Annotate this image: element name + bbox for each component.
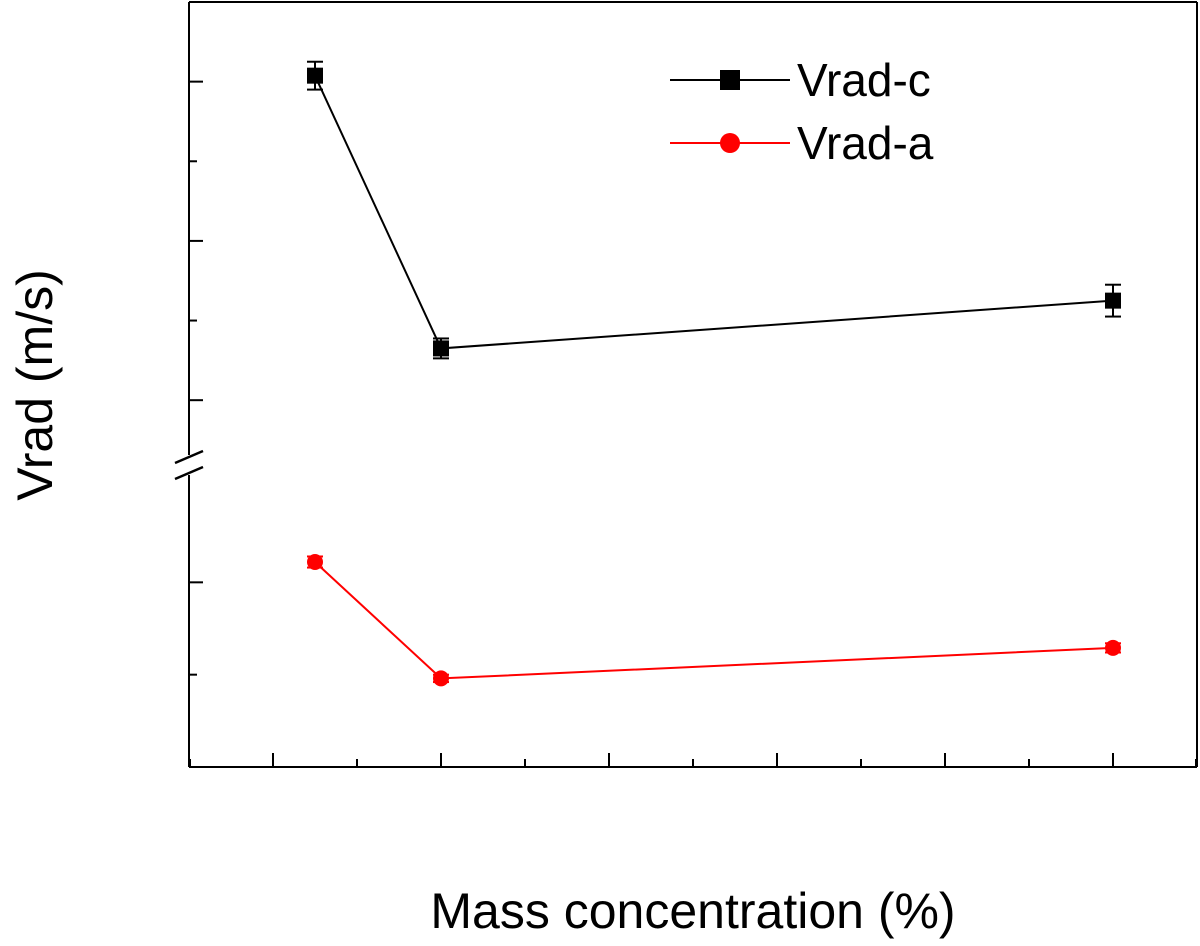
y-axis-break-mark [174, 465, 204, 481]
y-axis-title: Vrad (m/s) [7, 269, 63, 501]
data-point [1105, 639, 1121, 656]
y-axis-break-mark [174, 449, 204, 465]
legend: Vrad-c Vrad-a [670, 54, 934, 169]
legend-marker-vrad-a [720, 133, 740, 153]
series-layer [307, 60, 1121, 687]
data-point [1105, 292, 1121, 309]
data-point [433, 340, 449, 357]
legend-label-vrad-c: Vrad-c [797, 54, 931, 106]
data-point [433, 670, 449, 687]
legend-label-vrad-a: Vrad-a [797, 117, 934, 169]
legend-entry-vrad-a: Vrad-a [670, 117, 934, 169]
data-point [307, 67, 323, 84]
legend-entry-vrad-c: Vrad-c [670, 54, 931, 106]
data-point [307, 554, 323, 571]
legend-marker-vrad-c [720, 70, 740, 90]
x-axis-title: Mass concentration (%) [430, 883, 955, 939]
axes [174, 1, 1198, 768]
